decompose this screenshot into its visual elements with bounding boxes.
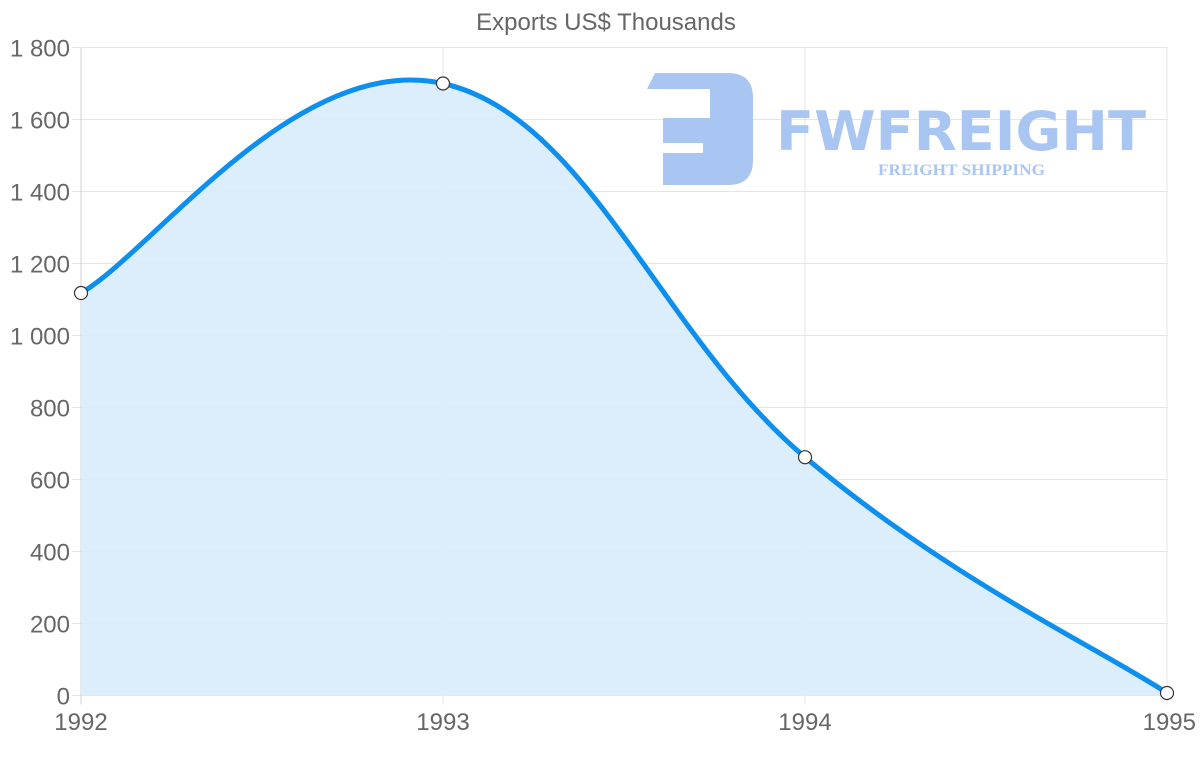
y-tick-label: 600 [30, 468, 70, 495]
x-tick-label: 1992 [54, 709, 107, 736]
y-tick-label: 1 000 [10, 324, 70, 351]
data-point[interactable] [797, 450, 813, 465]
fwfreight-logo-icon [647, 73, 753, 185]
y-tick-label: 400 [30, 540, 70, 567]
watermark-brand: FWFREIGHT [776, 100, 1146, 163]
y-tick-label: 200 [30, 612, 70, 639]
y-tick-label: 800 [30, 396, 70, 423]
y-tick-label: 1 600 [10, 108, 70, 135]
data-points [73, 76, 1175, 701]
chart-title: Exports US$ Thousands [476, 9, 736, 36]
x-axis-labels: 1992 1993 1994 1995 [54, 709, 1196, 736]
watermark-tagline: FREIGHT SHIPPING [878, 162, 1046, 179]
y-tick-label: 1 800 [10, 36, 70, 63]
x-tick-label: 1995 [1143, 709, 1196, 736]
y-tick-label: 1 200 [10, 252, 70, 279]
y-tick-label: 1 400 [10, 180, 70, 207]
x-tick-label: 1993 [416, 709, 469, 736]
y-tick-label: 0 [57, 684, 70, 711]
series-line [79, 77, 1169, 696]
area-fill [81, 79, 1167, 696]
data-point[interactable] [1159, 685, 1175, 701]
data-point[interactable] [73, 285, 89, 301]
data-point[interactable] [435, 76, 451, 91]
x-tick-label: 1994 [778, 709, 831, 736]
y-axis-labels: 0 200 400 600 800 1 000 1 200 1 400 1 600 1 800 [10, 36, 70, 711]
fwfreight-watermark: FWFREIGHT FREIGHT SHIPPING [647, 73, 1146, 185]
